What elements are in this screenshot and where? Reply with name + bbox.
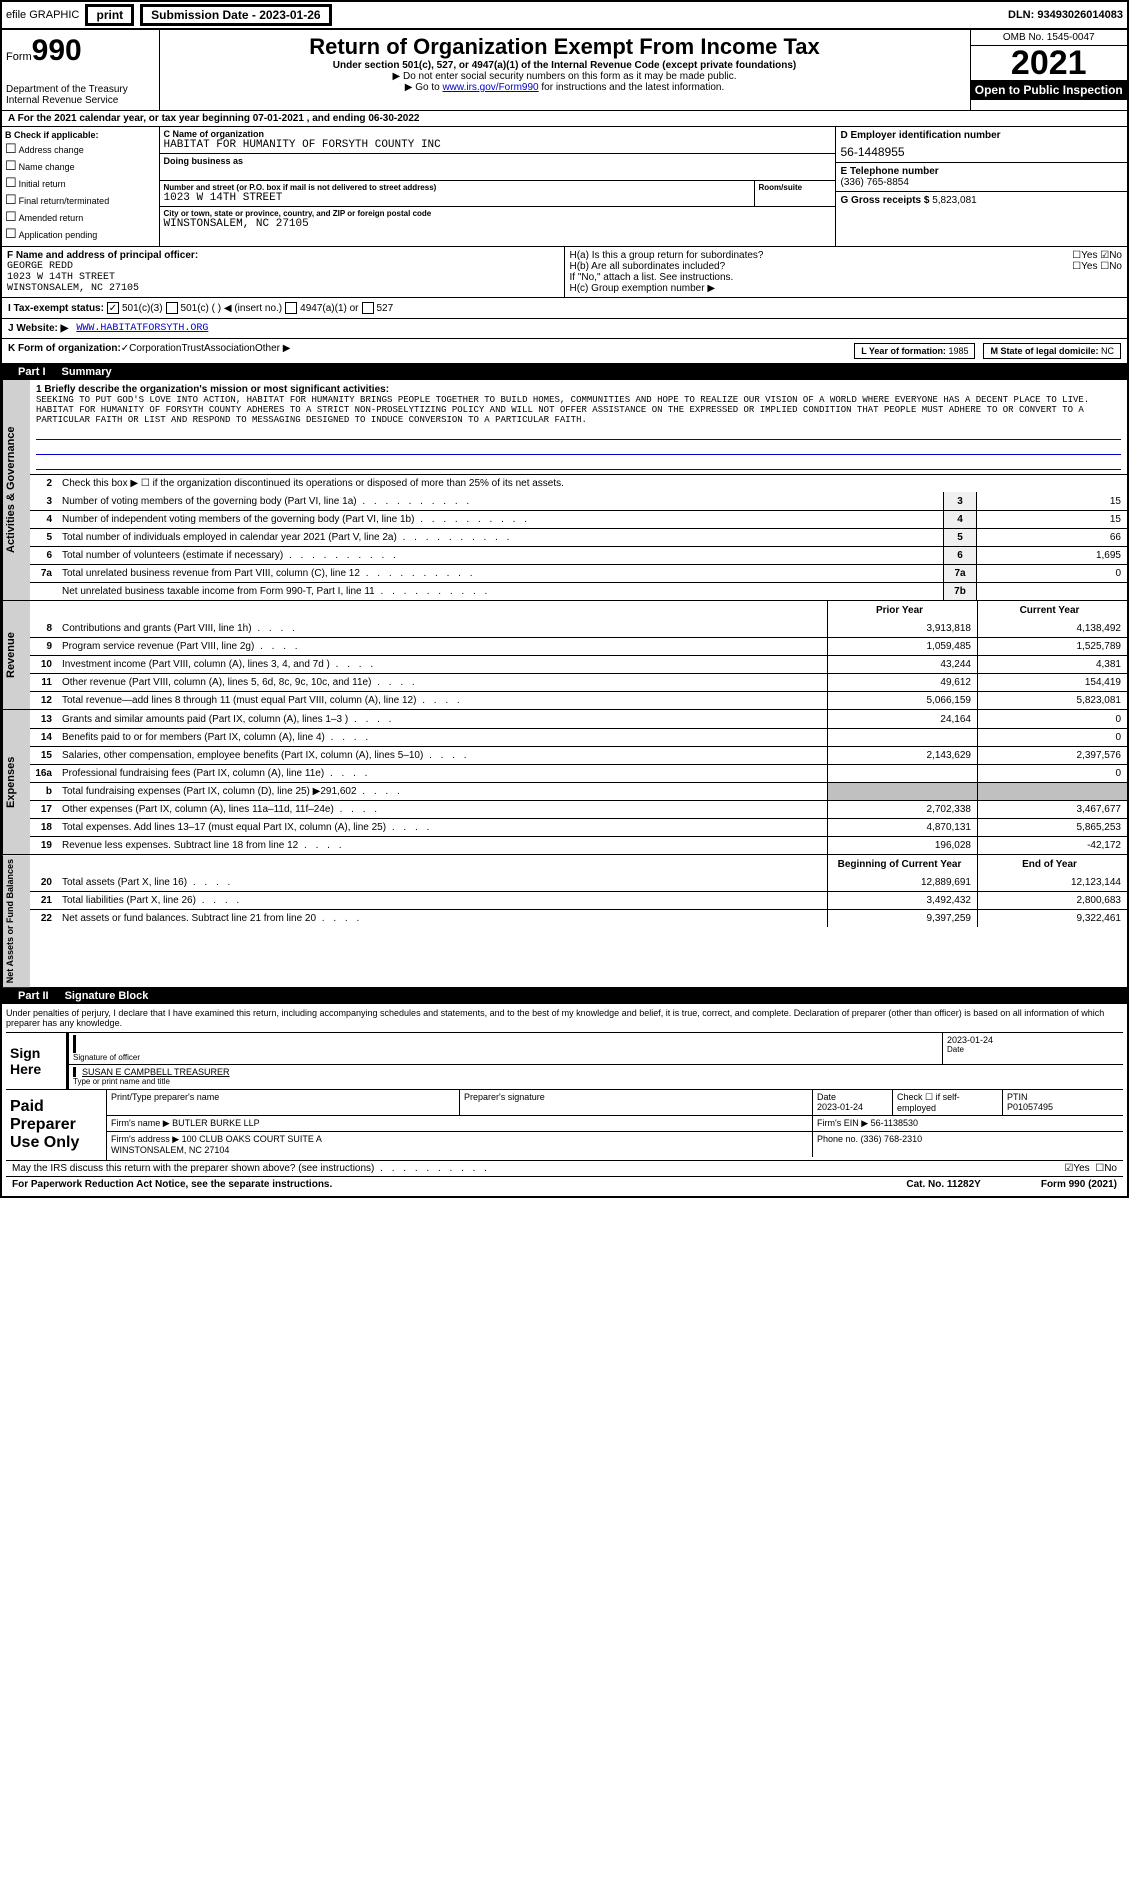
summary-line: 12Total revenue—add lines 8 through 11 (… [30,691,1127,709]
line-i: I Tax-exempt status: ✓501(c)(3) 501(c) (… [2,298,1127,319]
summary-line: 13Grants and similar amounts paid (Part … [30,710,1127,728]
irs-link[interactable]: www.irs.gov/Form990 [442,82,538,93]
line-1-mission: 1 Briefly describe the organization's mi… [30,380,1127,474]
dln: DLN: 93493026014083 [1008,9,1123,21]
summary-line: 9Program service revenue (Part VIII, lin… [30,637,1127,655]
line-a: A For the 2021 calendar year, or tax yea… [2,111,1127,127]
inspection-badge: Open to Public Inspection [971,80,1128,100]
section-expenses: Expenses 13Grants and similar amounts pa… [2,710,1127,855]
chk-final-return[interactable]: ☐Final return/terminated [5,192,156,208]
part-2-header: Part II Signature Block [2,988,1127,1004]
summary-line: 16aProfessional fundraising fees (Part I… [30,764,1127,782]
chk-application-pending[interactable]: ☐Application pending [5,226,156,242]
summary-line: 6Total number of volunteers (estimate if… [30,546,1127,564]
summary-line: 11Other revenue (Part VIII, column (A), … [30,673,1127,691]
discuss-line: May the IRS discuss this return with the… [6,1161,1123,1177]
mission-text: SEEKING TO PUT GOD'S LOVE INTO ACTION, H… [36,395,1121,425]
summary-line: 5Total number of individuals employed in… [30,528,1127,546]
perjury-declaration: Under penalties of perjury, I declare th… [6,1008,1123,1028]
officer-name: SUSAN E CAMPBELL TREASURER [73,1067,1119,1077]
efile-label: efile GRAPHIC [6,9,79,21]
principal-officer: GEORGE REDD 1023 W 14TH STREET WINSTONSA… [7,261,559,294]
tax-year: 2021 [971,46,1128,80]
part-1-header: Part I Summary [2,364,1127,380]
summary-line: 21Total liabilities (Part X, line 26)3,4… [30,891,1127,909]
summary-line: 3Number of voting members of the governi… [30,492,1127,510]
block-b-c-d-e-g: B Check if applicable: ☐Address change ☐… [2,127,1127,247]
org-name: HABITAT FOR HUMANITY OF FORSYTH COUNTY I… [164,139,831,151]
state-domicile: NC [1101,346,1114,356]
year-cell: OMB No. 1545-0047 2021 Open to Public In… [970,30,1128,110]
website-link[interactable]: WWW.HABITATFORSYTH.ORG [76,323,208,334]
form-title: Return of Organization Exempt From Incom… [164,34,966,60]
firm-name: BUTLER BURKE LLP [172,1118,260,1128]
summary-line: 10Investment income (Part VIII, column (… [30,655,1127,673]
summary-line: 22Net assets or fund balances. Subtract … [30,909,1127,927]
section-net-assets: Net Assets or Fund Balances Beginning of… [2,855,1127,988]
city-state-zip: WINSTONSALEM, NC 27105 [164,218,831,230]
dba [164,166,831,178]
section-activities-governance: Activities & Governance 1 Briefly descri… [2,380,1127,601]
section-revenue: Revenue Prior YearCurrent Year 8Contribu… [2,601,1127,710]
prep-date: 2023-01-24 [817,1102,863,1112]
signature-block: Under penalties of perjury, I declare th… [2,1004,1127,1196]
topbar: efile GRAPHIC print Submission Date - 20… [0,0,1129,28]
instructions-link-line: ▶ Go to www.irs.gov/Form990 for instruct… [164,82,966,93]
form-990: Form990 Department of the Treasury Inter… [0,28,1129,1198]
summary-line: Net unrelated business taxable income fr… [30,582,1127,600]
ptin: P01057495 [1007,1102,1053,1112]
form-subtitle: Under section 501(c), 527, or 4947(a)(1)… [164,60,966,71]
ssn-notice: ▶ Do not enter social security numbers o… [164,71,966,82]
block-f-h: F Name and address of principal officer:… [2,247,1127,298]
summary-line: 8Contributions and grants (Part VIII, li… [30,619,1127,637]
chk-501c3[interactable]: ✓ [107,302,119,314]
chk-amended-return[interactable]: ☐Amended return [5,209,156,225]
line-j: J Website: ▶ WWW.HABITATFORSYTH.ORG [2,319,1127,339]
telephone: (336) 765-8854 [841,177,1123,188]
block-c: C Name of organization HABITAT FOR HUMAN… [160,127,835,246]
print-button[interactable]: print [85,4,134,26]
summary-line: 7aTotal unrelated business revenue from … [30,564,1127,582]
summary-line: 15Salaries, other compensation, employee… [30,746,1127,764]
form-ref: Form 990 (2021) [1041,1179,1117,1190]
summary-line: 14Benefits paid to or for members (Part … [30,728,1127,746]
chk-4947[interactable] [285,302,297,314]
form-title-cell: Return of Organization Exempt From Incom… [160,30,970,110]
chk-address-change[interactable]: ☐Address change [5,141,156,157]
chk-name-change[interactable]: ☐Name change [5,158,156,174]
block-d-e-g: D Employer identification number 56-1448… [835,127,1128,246]
summary-line: 17Other expenses (Part IX, column (A), l… [30,800,1127,818]
cat-no: Cat. No. 11282Y [906,1179,980,1190]
form-header: Form990 Department of the Treasury Inter… [2,30,1127,111]
chk-527[interactable] [362,302,374,314]
form-id-cell: Form990 Department of the Treasury Inter… [2,30,160,110]
firm-ein: 56-1138530 [871,1118,918,1128]
year-formed: 1985 [948,346,968,356]
chk-initial-return[interactable]: ☐Initial return [5,175,156,191]
chk-corp[interactable]: ✓ [121,343,129,359]
sig-date: 2023-01-24 [947,1035,1119,1045]
line-k: K Form of organization: ✓Corporation Tru… [2,339,1127,364]
summary-line: 18Total expenses. Add lines 13–17 (must … [30,818,1127,836]
footer: For Paperwork Reduction Act Notice, see … [6,1177,1123,1192]
gross-receipts: 5,823,081 [932,195,977,206]
submission-date-button[interactable]: Submission Date - 2023-01-26 [140,4,331,26]
firm-phone: (336) 768-2310 [861,1134,923,1144]
summary-line: 4Number of independent voting members of… [30,510,1127,528]
chk-501c[interactable] [166,302,178,314]
summary-line: 20Total assets (Part X, line 16)12,889,6… [30,873,1127,891]
block-h: H(a) Is this a group return for subordin… [565,247,1128,297]
street-address: 1023 W 14TH STREET [164,192,750,204]
summary-line: bTotal fundraising expenses (Part IX, co… [30,782,1127,800]
block-b: B Check if applicable: ☐Address change ☐… [2,127,160,246]
dept-label: Department of the Treasury Internal Reve… [6,84,155,106]
ein: 56-1448955 [841,145,1123,159]
summary-line: 19Revenue less expenses. Subtract line 1… [30,836,1127,854]
block-f: F Name and address of principal officer:… [2,247,565,297]
